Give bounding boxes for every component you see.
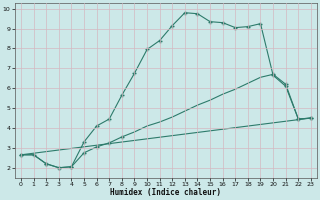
X-axis label: Humidex (Indice chaleur): Humidex (Indice chaleur)	[110, 188, 221, 197]
